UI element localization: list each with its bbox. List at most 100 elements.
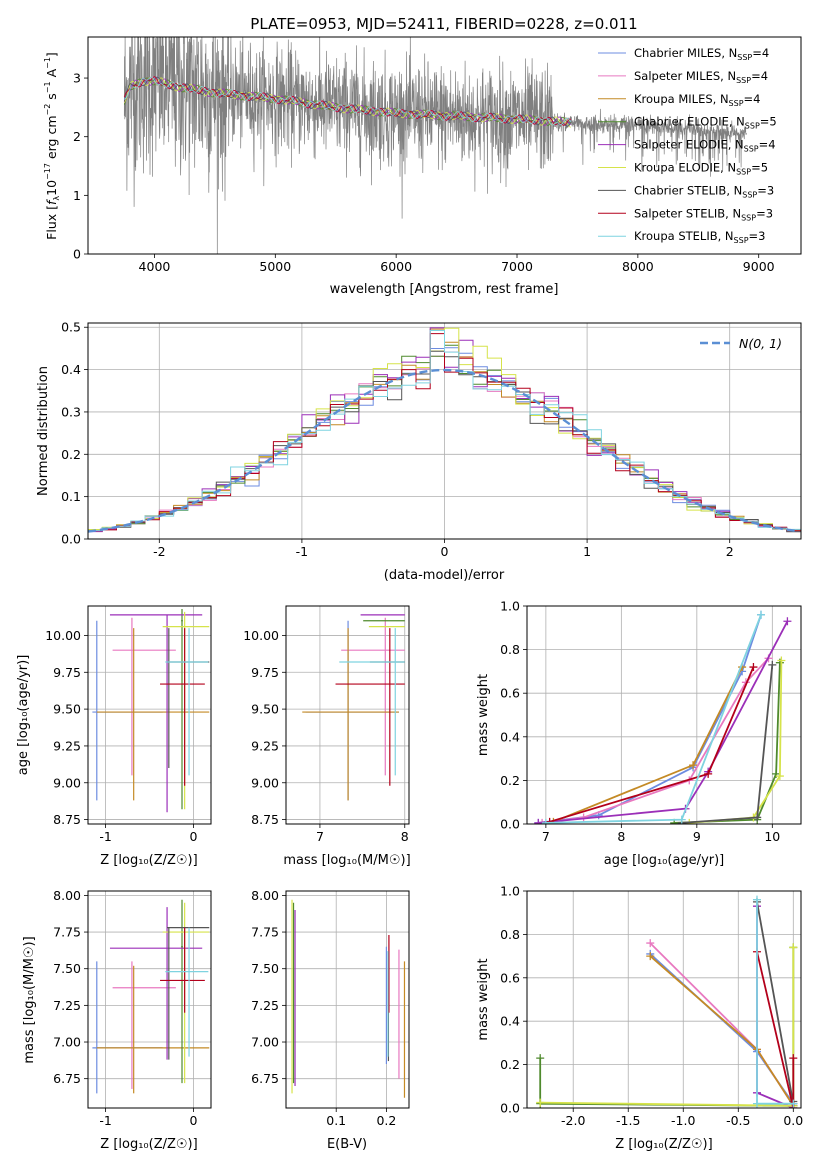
y-tick-label: 6.75 bbox=[53, 1071, 81, 1086]
weight-marker bbox=[646, 939, 655, 948]
weight-marker bbox=[756, 610, 765, 619]
legend-nssp: =3 bbox=[756, 206, 773, 220]
x-tick-label: 0.0 bbox=[783, 1113, 803, 1128]
legend-subscript: SSP bbox=[736, 168, 751, 177]
y-tick-label: 1.0 bbox=[500, 599, 520, 614]
y-tick-label: 7.75 bbox=[251, 925, 279, 940]
axes-frame bbox=[87, 322, 802, 540]
weight-marker bbox=[677, 815, 686, 824]
weight-marker bbox=[777, 656, 786, 665]
y-tick-label: 7.00 bbox=[53, 1035, 81, 1050]
legend-subscript: SSP bbox=[745, 122, 760, 131]
axis-label: wavelength [Angstrom, rest frame] bbox=[330, 282, 559, 297]
weight-marker bbox=[646, 952, 655, 961]
x-tick-label: -1.0 bbox=[671, 1113, 695, 1128]
axes-frame bbox=[526, 605, 802, 825]
axis-label: mass [log₁₀(M/M☉)] bbox=[22, 936, 37, 1063]
y-tick-label: 0.8 bbox=[500, 927, 520, 942]
legend-entry-3: Chabrier ELODIE, NSSP=5 bbox=[634, 115, 777, 131]
weight-marker bbox=[775, 772, 784, 781]
figure-title: PLATE=0953, MJD=52411, FIBERID=0228, z=0… bbox=[250, 15, 637, 33]
y-tick-label: 0.0 bbox=[61, 532, 81, 547]
weight-marker bbox=[752, 895, 761, 904]
legend-entry-4: Salpeter ELODIE, NSSP=4 bbox=[634, 138, 776, 154]
legend-subscript: SSP bbox=[737, 53, 752, 62]
legend-nssp: =3 bbox=[757, 183, 774, 197]
x-tick-label: -1 bbox=[99, 1113, 111, 1128]
histogram-8 bbox=[88, 330, 801, 539]
legend-entry-5: Kroupa ELODIE, NSSP=5 bbox=[634, 161, 768, 177]
panel-mass_vs_ebv: 0.1 0.2 6.75 7.00 7.25 7.50 7.75 8.00 E(B-V) bbox=[251, 888, 410, 1152]
y-tick-label: 0.2 bbox=[500, 773, 520, 788]
y-tick-label: 9.00 bbox=[251, 775, 279, 790]
plot-area-weight_vs_Z bbox=[527, 891, 801, 1108]
panel-spectrum: 4000 5000 6000 7000 8000 9000 0 1 2 3 Chabrier MIL… bbox=[43, 36, 802, 297]
y-tick-label: 0.8 bbox=[500, 642, 520, 657]
axis-label: age [log₁₀(age/yr)] bbox=[16, 655, 31, 776]
x-tick-label: 10 bbox=[764, 829, 780, 844]
y-tick-label: 9.50 bbox=[251, 702, 279, 717]
legend-subscript: SSP bbox=[742, 190, 757, 199]
y-tick-label: 1 bbox=[73, 188, 81, 203]
y-tick-label: 9.25 bbox=[251, 738, 279, 753]
y-tick-label: 7.00 bbox=[251, 1035, 279, 1050]
x-tick-label: 7 bbox=[316, 829, 324, 844]
y-tick-label: 0.4 bbox=[61, 362, 81, 377]
legend-entry-0: Chabrier MILES, NSSP=4 bbox=[634, 46, 769, 62]
x-tick-label: 8 bbox=[617, 829, 625, 844]
y-tick-label: 0 bbox=[73, 247, 81, 262]
legend-entry-1: Salpeter MILES, NSSP=4 bbox=[634, 69, 768, 85]
x-tick-label: 0 bbox=[441, 544, 449, 559]
axes-frame bbox=[285, 890, 410, 1109]
legend-subscript: SSP bbox=[736, 76, 751, 85]
panel-weight_vs_Z: -2.0 -1.5 -1.0 -0.5 0.0 0.0 0.2 0.4 0.6 0.8 1.0 Z [… bbox=[476, 884, 803, 1153]
y-tick-label: 0.4 bbox=[500, 729, 520, 744]
axis-label: mass weight bbox=[476, 958, 491, 1040]
axis-label: age [log₁₀(age/yr)] bbox=[604, 853, 725, 868]
x-tick-label: -1 bbox=[296, 544, 308, 559]
legend-nssp: =5 bbox=[751, 161, 768, 175]
y-tick-label: 1.0 bbox=[500, 884, 520, 899]
axes-frame bbox=[87, 36, 802, 255]
x-tick-label: 8 bbox=[401, 829, 409, 844]
legend-nssp: =4 bbox=[744, 92, 761, 106]
weight-marker bbox=[536, 1098, 545, 1107]
x-tick-label: -2 bbox=[153, 544, 165, 559]
plot-area-age_vs_mass bbox=[286, 606, 409, 824]
y-tick-label: 0.1 bbox=[61, 489, 81, 504]
weight-marker bbox=[704, 769, 713, 778]
weight-marker bbox=[752, 1099, 761, 1108]
y-tick-label: 7.25 bbox=[53, 998, 81, 1013]
y-tick-label: 2 bbox=[73, 129, 81, 144]
weight-marker bbox=[534, 818, 543, 824]
y-tick-label: 0.0 bbox=[500, 817, 520, 832]
x-tick-label: -1.5 bbox=[616, 1113, 640, 1128]
x-tick-label: 0.1 bbox=[326, 1113, 346, 1128]
x-tick-label: 2 bbox=[726, 544, 734, 559]
weight-line-1 bbox=[649, 942, 795, 1107]
weight-marker bbox=[541, 818, 550, 824]
y-tick-label: 7.75 bbox=[53, 925, 81, 940]
x-tick-label: 0 bbox=[189, 1113, 197, 1128]
y-tick-label: 0.2 bbox=[61, 447, 81, 462]
legend-entry-normal: N(0, 1) bbox=[739, 336, 782, 351]
x-tick-label: 9000 bbox=[743, 259, 775, 274]
x-tick-label: 0 bbox=[189, 829, 197, 844]
weight-marker bbox=[789, 1099, 798, 1108]
weight-line-6 bbox=[681, 664, 774, 824]
y-tick-label: 0.2 bbox=[500, 1057, 520, 1072]
weight-marker bbox=[545, 817, 554, 824]
legend-nssp: =3 bbox=[749, 229, 766, 243]
axis-label: E(B-V) bbox=[327, 1137, 367, 1152]
x-tick-label: 6000 bbox=[380, 259, 412, 274]
axis-label: (data-model)/error bbox=[384, 568, 505, 583]
plot-area-residuals bbox=[88, 323, 801, 539]
y-tick-label: 8.00 bbox=[53, 888, 81, 903]
x-tick-label: 5000 bbox=[259, 259, 291, 274]
axes-frame bbox=[87, 890, 212, 1109]
y-axis-label: Flux [fλ10−17 erg cm−2 s−1 A−1] bbox=[43, 52, 61, 240]
y-tick-label: 9.75 bbox=[53, 665, 81, 680]
data-spectrum bbox=[123, 37, 747, 254]
x-tick-label: 1 bbox=[583, 544, 591, 559]
